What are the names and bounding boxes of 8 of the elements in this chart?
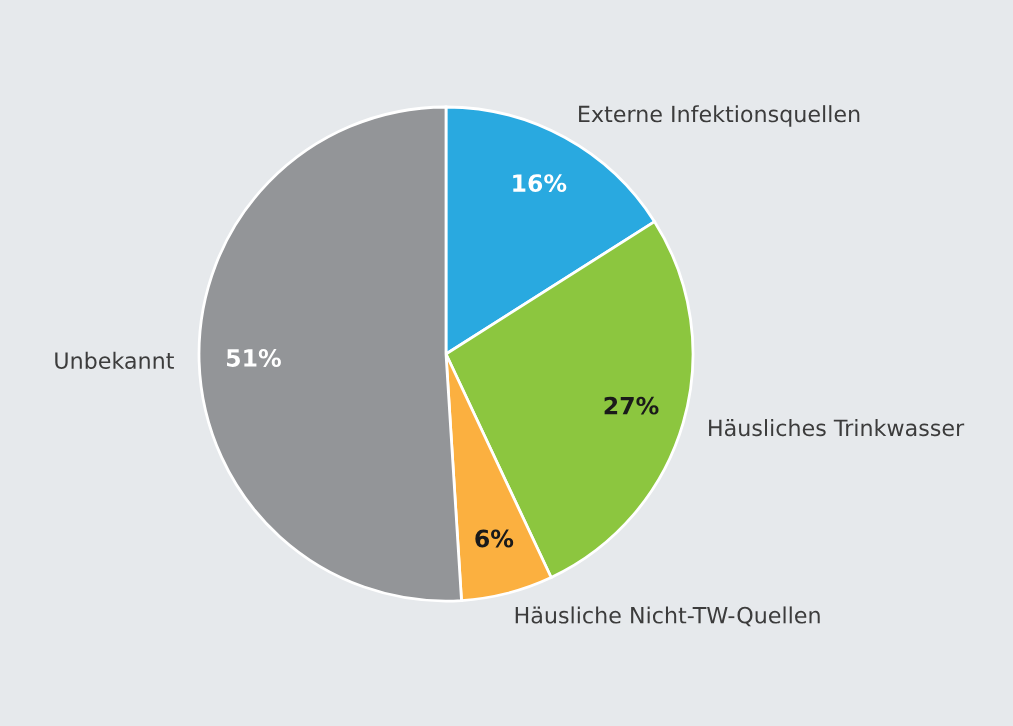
slice-label: Häusliche Nicht-TW-Quellen [515,606,820,627]
data-label: 51% [227,349,281,367]
data-label: 16% [513,174,567,193]
slice-label: Häusliches Trinkwasser [709,419,965,437]
slice-label: Unbekannt [55,351,174,369]
data-label: 27% [604,396,659,415]
slice-label: Externe Infektionsquellen [579,105,860,127]
data-label: 6% [475,529,514,548]
